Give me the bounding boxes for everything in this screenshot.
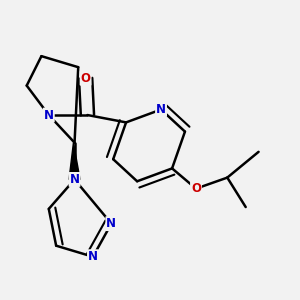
Text: N: N	[44, 109, 54, 122]
Text: O: O	[191, 182, 201, 195]
Text: N: N	[156, 103, 166, 116]
Text: N: N	[88, 250, 98, 263]
Text: O: O	[81, 72, 91, 85]
Polygon shape	[69, 142, 80, 179]
Text: N: N	[70, 173, 80, 186]
Text: N: N	[106, 217, 116, 230]
